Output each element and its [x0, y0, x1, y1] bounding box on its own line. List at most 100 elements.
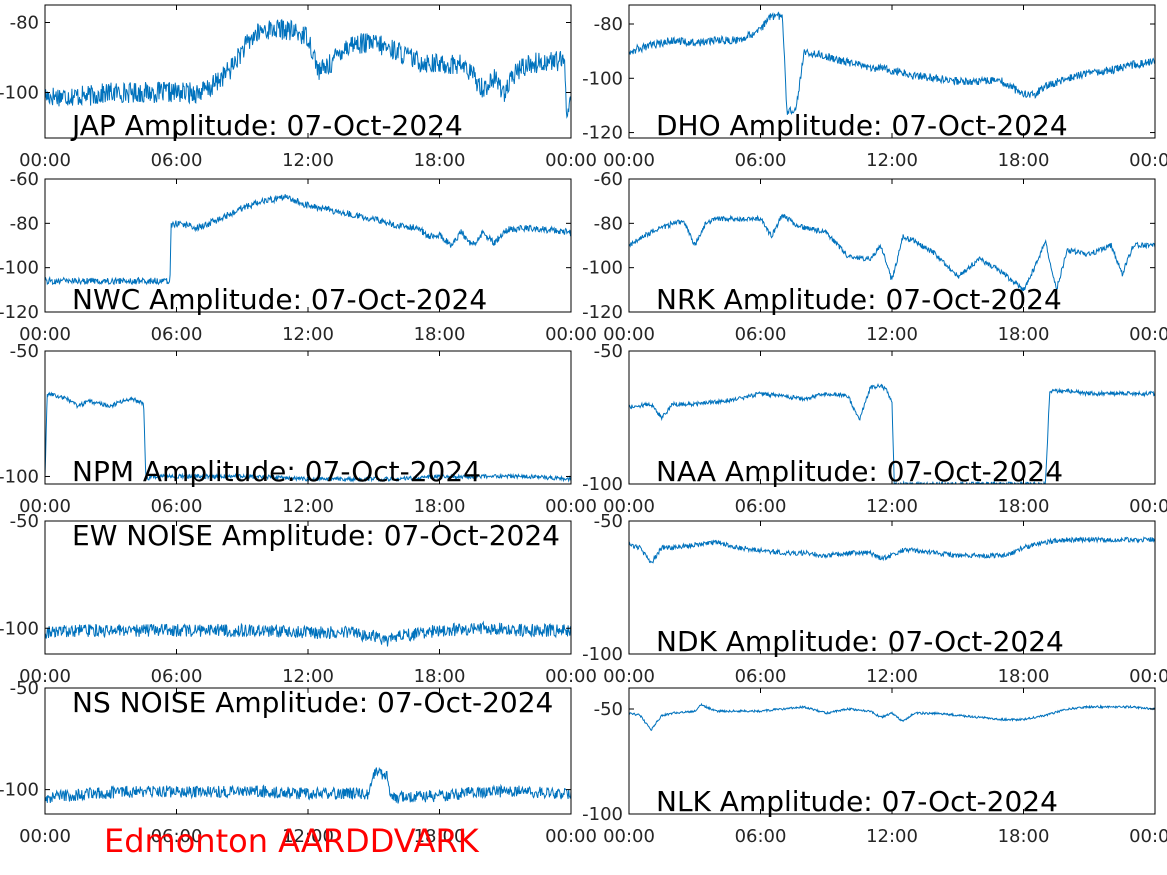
panel-title: NS NOISE Amplitude: 07-Oct-2024: [72, 686, 553, 719]
x-tick-label: 00:00: [1129, 324, 1167, 345]
y-tick-label: -50: [594, 699, 623, 720]
y-tick-label: -60: [10, 169, 39, 190]
x-tick-label: 18:00: [414, 826, 466, 847]
x-tick-label: 18:00: [414, 324, 466, 345]
panel-nrk: 00:00 06:00 12:00 18:00 00:00 -60 -80 -100 -120 N…: [582, 169, 1167, 345]
plot-area: [45, 521, 571, 654]
amplitude-trace: [629, 11, 1155, 115]
x-tick-label: 00:00: [19, 666, 71, 687]
x-tick-label: 00:00: [545, 496, 597, 517]
panel-title: NDK Amplitude: 07-Oct-2024: [656, 625, 1064, 658]
x-tick-label: 18:00: [998, 826, 1050, 847]
y-tick-label: -100: [0, 780, 39, 801]
panel-ns-noise: 00:00 06:00 12:00 18:00 00:00 -50 -100 NS NOISE…: [0, 678, 597, 847]
x-tick-label: 18:00: [998, 496, 1050, 517]
x-tick-label: 12:00: [282, 150, 334, 171]
y-tick-label: -80: [594, 14, 623, 35]
panel-npm: 00:00 06:00 12:00 18:00 00:00 -50 -100 NPM Ampl…: [0, 341, 597, 517]
amplitude-trace: [629, 383, 1155, 484]
x-tick-label: 06:00: [735, 324, 787, 345]
panel-dho: 00:00 06:00 12:00 18:00 00:00 -80 -100 -120 DHO …: [582, 4, 1167, 171]
amplitude-trace: [45, 766, 571, 804]
x-tick-label: 00:00: [603, 826, 655, 847]
x-tick-label: 00:00: [1129, 496, 1167, 517]
panel-title: NRK Amplitude: 07-Oct-2024: [656, 283, 1062, 316]
x-tick-label: 00:00: [545, 826, 597, 847]
x-tick-label: 18:00: [998, 666, 1050, 687]
panel-ew-noise: 00:00 06:00 12:00 18:00 00:00 -50 -100 EW NOISE…: [0, 511, 597, 687]
y-tick-label: -60: [594, 169, 623, 190]
panel-jap: 00:00 06:00 12:00 18:00 00:00 -80 -100 JAP Ampl…: [0, 4, 597, 171]
y-tick-label: -100: [0, 618, 39, 639]
x-tick-label: 12:00: [866, 150, 918, 171]
plot-area: [629, 688, 1155, 814]
x-tick-label: 12:00: [866, 826, 918, 847]
x-tick-label: 12:00: [866, 324, 918, 345]
plot-area: [45, 351, 571, 484]
x-tick-label: 00:00: [1129, 826, 1167, 847]
amplitude-trace: [629, 536, 1155, 564]
x-tick-label: 00:00: [1129, 150, 1167, 171]
plot-area: [45, 179, 571, 312]
x-tick-label: 18:00: [998, 324, 1050, 345]
x-tick-label: 00:00: [19, 150, 71, 171]
x-tick-label: 12:00: [282, 496, 334, 517]
plot-area: [629, 179, 1155, 312]
panel-title: NLK Amplitude: 07-Oct-2024: [656, 785, 1058, 818]
x-tick-label: 06:00: [735, 496, 787, 517]
amplitude-trace: [45, 194, 571, 286]
y-tick-label: -100: [582, 68, 623, 89]
x-tick-label: 00:00: [603, 496, 655, 517]
x-tick-label: 18:00: [414, 150, 466, 171]
y-tick-label: -80: [594, 213, 623, 234]
x-tick-label: 00:00: [545, 324, 597, 345]
panel-title: NWC Amplitude: 07-Oct-2024: [72, 283, 487, 316]
x-tick-label: 12:00: [866, 666, 918, 687]
plot-area: [45, 5, 571, 138]
x-tick-label: 00:00: [1129, 666, 1167, 687]
y-tick-label: -80: [10, 13, 39, 34]
x-tick-label: 00:00: [603, 666, 655, 687]
y-tick-label: -100: [582, 258, 623, 279]
y-tick-label: -50: [10, 678, 39, 699]
panel-nlk: 00:00 06:00 12:00 18:00 00:00 -50 -100 NLK Ampl…: [582, 687, 1167, 847]
y-tick-label: -50: [10, 511, 39, 532]
x-tick-label: 06:00: [735, 150, 787, 171]
y-tick-label: -120: [582, 123, 623, 144]
amplitude-trace: [629, 702, 1155, 732]
x-tick-label: 06:00: [151, 324, 203, 345]
panel-title: DHO Amplitude: 07-Oct-2024: [656, 109, 1068, 142]
y-tick-label: -100: [582, 474, 623, 495]
y-tick-label: -120: [0, 302, 39, 323]
x-tick-label: 00:00: [603, 150, 655, 171]
y-tick-label: -100: [0, 258, 39, 279]
x-tick-label: 00:00: [545, 666, 597, 687]
x-tick-label: 06:00: [151, 150, 203, 171]
panel-naa: 00:00 06:00 12:00 18:00 00:00 -50 -100 NAA Ampl…: [582, 341, 1167, 517]
amplitude-trace: [45, 391, 571, 483]
y-tick-label: -80: [10, 213, 39, 234]
y-tick-label: -100: [582, 644, 623, 665]
x-tick-label: 12:00: [866, 496, 918, 517]
x-tick-label: 12:00: [282, 826, 334, 847]
y-tick-label: -50: [594, 341, 623, 362]
x-tick-label: 12:00: [282, 666, 334, 687]
panel-title: NAA Amplitude: 07-Oct-2024: [656, 455, 1063, 488]
x-tick-label: 06:00: [735, 826, 787, 847]
amplitude-trace: [45, 18, 571, 119]
x-tick-label: 06:00: [151, 496, 203, 517]
y-tick-label: -120: [582, 302, 623, 323]
panel-title: NPM Amplitude: 07-Oct-2024: [72, 455, 481, 488]
x-tick-label: 06:00: [151, 666, 203, 687]
x-tick-label: 00:00: [19, 826, 71, 847]
panel-ndk: 00:00 06:00 12:00 18:00 00:00 -50 -100 NDK Ampl…: [582, 511, 1167, 687]
amplitude-trace: [629, 213, 1155, 292]
y-tick-label: -100: [0, 466, 39, 487]
x-tick-label: 06:00: [735, 666, 787, 687]
station-label: Edmonton AARDDVARK: [104, 822, 479, 860]
x-tick-label: 18:00: [414, 496, 466, 517]
panel-nwc: 00:00 06:00 12:00 18:00 00:00 -60 -80 -100 -120 N…: [0, 169, 597, 345]
x-tick-label: 18:00: [414, 666, 466, 687]
x-tick-label: 12:00: [282, 324, 334, 345]
